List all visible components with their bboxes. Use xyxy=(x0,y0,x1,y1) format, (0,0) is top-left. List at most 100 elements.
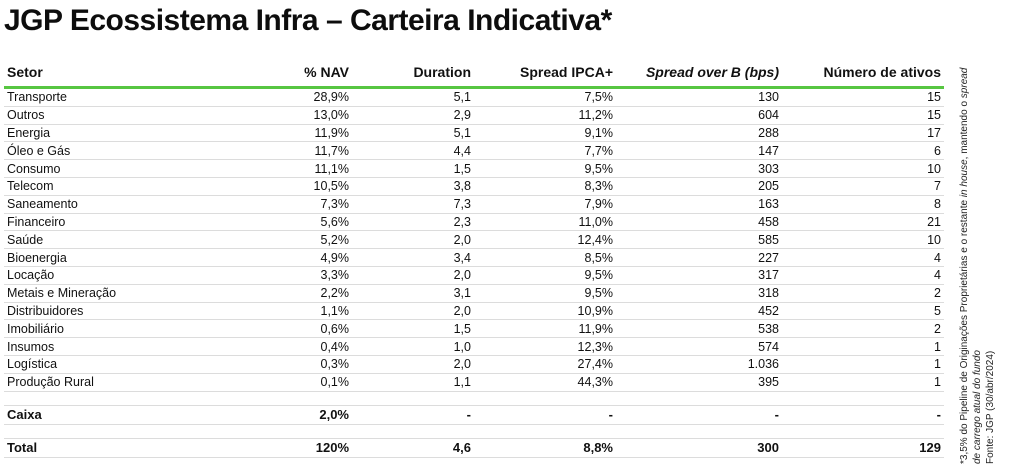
cell-spread-over-b: 585 xyxy=(616,230,782,250)
cell-setor: Consumo xyxy=(4,159,244,178)
spacer-cell xyxy=(616,424,782,439)
cell-numero-ativos: 129 xyxy=(782,438,944,458)
cell-duration: - xyxy=(352,405,474,425)
spacer-row xyxy=(4,424,944,439)
cell-spread-over-b: 227 xyxy=(616,248,782,267)
cell-setor: Financeiro xyxy=(4,213,244,232)
table-row: Saneamento 7,3% 7,3 7,9% 163 8 xyxy=(4,195,944,214)
cell-numero-ativos: 1 xyxy=(782,337,944,356)
cell-setor: Transporte xyxy=(4,87,244,107)
cell-spread-ipca: 27,4% xyxy=(474,355,616,374)
header-nav: % NAV xyxy=(244,60,352,89)
header-setor: Setor xyxy=(4,60,244,89)
header-numero-ativos: Número de ativos xyxy=(782,60,944,89)
cell-numero-ativos: 21 xyxy=(782,213,944,232)
cell-nav: 2,0% xyxy=(244,405,352,425)
cell-setor: Total xyxy=(4,438,244,458)
cell-spread-over-b: 452 xyxy=(616,302,782,321)
cell-spread-over-b: 288 xyxy=(616,124,782,143)
table-row: Logística 0,3% 2,0 27,4% 1.036 1 xyxy=(4,355,944,374)
cell-spread-ipca: 11,2% xyxy=(474,106,616,125)
cell-duration: 1,0 xyxy=(352,337,474,356)
cell-spread-over-b: 458 xyxy=(616,213,782,232)
cell-setor: Imobiliário xyxy=(4,319,244,339)
footnote-text-b: in house xyxy=(959,159,970,198)
table-row: Distribuidores 1,1% 2,0 10,9% 452 5 xyxy=(4,302,944,321)
footnote-source: Fonte: JGP (30/abr/2024) xyxy=(985,350,996,464)
cell-nav: 1,1% xyxy=(244,302,352,321)
portfolio-table: Setor % NAV Duration Spread IPCA+ Spread… xyxy=(4,60,944,458)
cell-numero-ativos: 15 xyxy=(782,87,944,107)
cell-setor: Bioenergia xyxy=(4,248,244,267)
cell-spread-ipca: 10,9% xyxy=(474,302,616,321)
cell-nav: 0,6% xyxy=(244,319,352,339)
footnote-line-2: de carrego atual do fundo xyxy=(971,44,984,464)
cell-spread-ipca: 7,7% xyxy=(474,141,616,161)
cell-setor: Logística xyxy=(4,355,244,374)
cell-setor: Energia xyxy=(4,124,244,143)
cell-nav: 5,6% xyxy=(244,213,352,232)
cell-spread-over-b: 1.036 xyxy=(616,355,782,374)
cell-numero-ativos: 10 xyxy=(782,159,944,178)
cell-duration: 2,3 xyxy=(352,213,474,232)
cell-spread-ipca: 9,5% xyxy=(474,159,616,178)
cell-nav: 120% xyxy=(244,438,352,458)
footnote-container: *3,5% do Pipeline de Originações Proprie… xyxy=(958,44,1020,464)
cell-duration: 5,1 xyxy=(352,124,474,143)
spacer-cell xyxy=(474,391,616,406)
header-spread-ipca: Spread IPCA+ xyxy=(474,60,616,89)
cell-numero-ativos: 2 xyxy=(782,319,944,339)
cell-duration: 2,9 xyxy=(352,106,474,125)
cell-setor: Metais e Mineração xyxy=(4,284,244,303)
cell-nav: 4,9% xyxy=(244,248,352,267)
cell-numero-ativos: 5 xyxy=(782,302,944,321)
cell-spread-over-b: 300 xyxy=(616,438,782,458)
table-row: Imobiliário 0,6% 1,5 11,9% 538 2 xyxy=(4,319,944,339)
table-row: Metais e Mineração 2,2% 3,1 9,5% 318 2 xyxy=(4,284,944,303)
cell-nav: 0,4% xyxy=(244,337,352,356)
cell-duration: 2,0 xyxy=(352,230,474,250)
cell-duration: 1,5 xyxy=(352,319,474,339)
header-spread-over-b: Spread over B (bps) xyxy=(616,60,782,89)
cell-duration: 2,0 xyxy=(352,302,474,321)
table-row: Telecom 10,5% 3,8 8,3% 205 7 xyxy=(4,177,944,196)
table-row: Transporte 28,9% 5,1 7,5% 130 15 xyxy=(4,87,944,107)
cell-spread-over-b: 317 xyxy=(616,266,782,285)
spacer-cell xyxy=(352,391,474,406)
cell-spread-ipca: 9,5% xyxy=(474,284,616,303)
table-row: Bioenergia 4,9% 3,4 8,5% 227 4 xyxy=(4,248,944,267)
spacer-row xyxy=(4,391,944,406)
cell-duration: 2,0 xyxy=(352,355,474,374)
cell-spread-ipca: 44,3% xyxy=(474,373,616,392)
cell-duration: 3,8 xyxy=(352,177,474,196)
cell-setor: Óleo e Gás xyxy=(4,141,244,161)
total-row: Total 120% 4,6 8,8% 300 129 xyxy=(4,438,944,458)
table-row: Produção Rural 0,1% 1,1 44,3% 395 1 xyxy=(4,373,944,392)
cell-spread-over-b: 538 xyxy=(616,319,782,339)
cell-spread-over-b: 205 xyxy=(616,177,782,196)
table-row: Financeiro 5,6% 2,3 11,0% 458 21 xyxy=(4,213,944,232)
cell-setor: Saúde xyxy=(4,230,244,250)
cell-duration: 1,5 xyxy=(352,159,474,178)
cell-numero-ativos: 4 xyxy=(782,266,944,285)
cell-spread-ipca: - xyxy=(474,405,616,425)
cell-nav: 7,3% xyxy=(244,195,352,214)
cell-nav: 0,3% xyxy=(244,355,352,374)
cell-numero-ativos: 17 xyxy=(782,124,944,143)
cell-nav: 28,9% xyxy=(244,87,352,107)
cell-numero-ativos: 1 xyxy=(782,373,944,392)
cell-spread-ipca: 12,3% xyxy=(474,337,616,356)
cell-nav: 10,5% xyxy=(244,177,352,196)
cell-spread-over-b: 395 xyxy=(616,373,782,392)
cell-numero-ativos: 15 xyxy=(782,106,944,125)
spacer-cell xyxy=(4,424,244,439)
cell-numero-ativos: 10 xyxy=(782,230,944,250)
cell-nav: 11,1% xyxy=(244,159,352,178)
cell-duration: 7,3 xyxy=(352,195,474,214)
page-title: JGP Ecossistema Infra – Carteira Indicat… xyxy=(4,4,612,37)
spacer-cell xyxy=(244,424,352,439)
cell-nav: 11,9% xyxy=(244,124,352,143)
footnote-line-1: *3,5% do Pipeline de Originações Proprie… xyxy=(958,44,971,464)
cell-duration: 5,1 xyxy=(352,87,474,107)
cell-spread-ipca: 7,9% xyxy=(474,195,616,214)
